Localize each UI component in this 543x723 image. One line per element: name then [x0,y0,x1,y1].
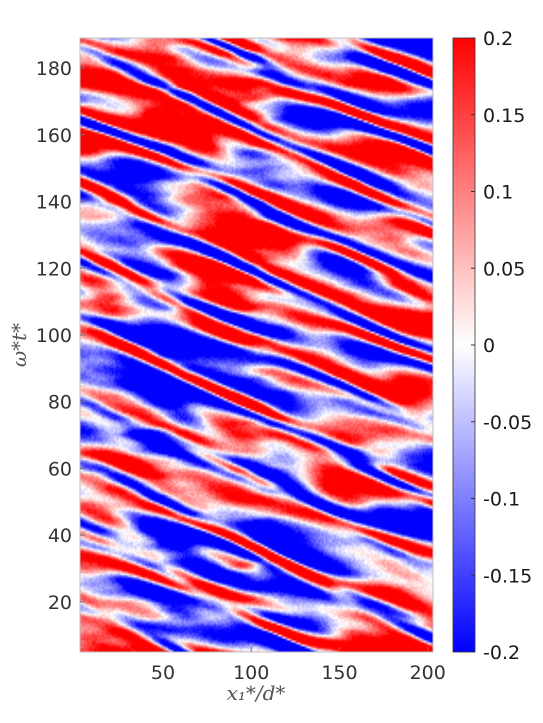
y-tick-label: 100 [36,325,72,347]
x-axis-ticks: 50 100 150 200 [151,647,446,684]
y-tick-label: 160 [36,125,72,147]
heatmap-plot-area [79,37,434,653]
x-tick-label: 200 [410,662,446,684]
colorbar-tick-label: 0.15 [483,105,525,127]
colorbar: 0.2 0.15 0.1 0.05 0 -0.05 -0.1 -0.15 -0.2 [452,28,532,664]
x-tick-label: 150 [321,662,357,684]
colorbar-ticks: 0.2 0.15 0.1 0.05 0 -0.05 -0.1 -0.15 -0.2 [471,28,532,664]
y-axis-ticks: 20 40 60 80 100 120 140 160 180 [36,58,85,614]
plot-frame [79,37,434,653]
colorbar-tick-label: 0.2 [483,28,513,50]
y-axis-label: ω*t* [7,323,31,367]
colorbar-tick-label: -0.1 [483,489,520,511]
y-tick-label: 40 [48,525,72,547]
y-tick-label: 60 [48,458,72,480]
colorbar-tick-label: 0 [483,335,495,357]
y-tick-label: 80 [48,392,72,414]
heatmap-image [80,38,433,652]
y-tick-label: 120 [36,258,72,280]
x-axis-label: x₁*/d* [227,681,286,705]
colorbar-tick-label: -0.15 [483,565,532,587]
y-tick-label: 140 [36,192,72,214]
x-tick-label: 50 [151,662,175,684]
colorbar-tick-label: -0.2 [483,642,520,664]
x-tick-label: 100 [233,662,269,684]
y-tick-label: 180 [36,58,72,80]
y-tick-label: 20 [48,592,72,614]
colorbar-tick-label: -0.05 [483,412,532,434]
colorbar-tick-label: 0.05 [483,258,525,280]
colorbar-tick-label: 0.1 [483,182,513,204]
